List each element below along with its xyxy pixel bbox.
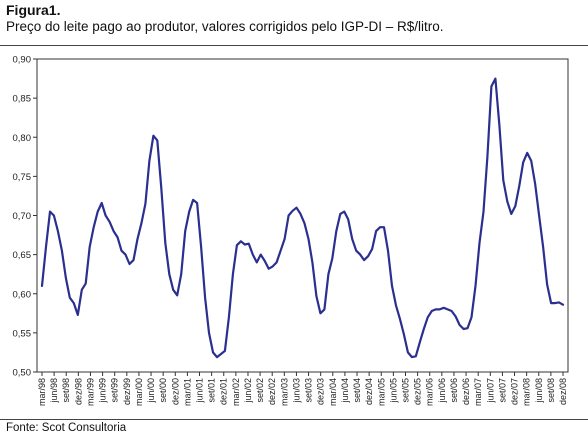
x-tick-label: mar/08: [522, 378, 532, 406]
x-tick-label: jun/08: [534, 378, 544, 404]
x-tick-label: mar/02: [231, 378, 241, 406]
x-tick-label: mar/06: [425, 378, 435, 406]
chart-frame: 0,50 0,55 0,60 0,65 0,70 0,75 0,80 0,85 0,90 mar/…: [0, 45, 588, 420]
y-tick-label: 0,65: [13, 250, 32, 261]
source-note: Fonte: Scot Consultoria: [6, 422, 127, 434]
x-tick-label: dez/01: [219, 378, 229, 405]
y-tick-label: 0,60: [13, 289, 32, 300]
x-tick-label: mar/01: [182, 378, 192, 406]
x-tick-label: jun/02: [243, 378, 253, 404]
x-tick-label: dez/08: [558, 378, 568, 405]
y-tick-label: 0,70: [13, 211, 32, 222]
x-tick-label: set/07: [497, 378, 507, 403]
plot-area-border: [36, 58, 569, 373]
x-tick-label: jun/06: [437, 378, 447, 404]
x-tick-label: set/03: [304, 378, 314, 403]
y-tick-label: 0,50: [13, 368, 32, 379]
figure-title: Figura1.: [6, 2, 61, 18]
figure-subtitle: Preço do leite pago ao produtor, valores…: [6, 19, 444, 34]
x-tick-label: jun/99: [98, 378, 108, 404]
x-tick-label: set/04: [352, 378, 362, 403]
x-tick-label: mar/07: [473, 378, 483, 406]
x-tick-label: set/98: [61, 378, 71, 403]
x-tick-label: set/99: [110, 378, 120, 403]
x-tick-label: mar/00: [134, 378, 144, 406]
x-tick-label: mar/99: [85, 378, 95, 406]
x-tick-label: dez/03: [316, 378, 326, 405]
milk-price-line-chart: 0,50 0,55 0,60 0,65 0,70 0,75 0,80 0,85 0,90 mar/…: [13, 55, 569, 406]
x-tick-label: dez/02: [267, 378, 277, 405]
x-tick-label: mar/03: [279, 378, 289, 406]
x-tick-label: mar/04: [328, 378, 338, 406]
x-tick-label: set/00: [158, 378, 168, 403]
y-tick-label: 0,90: [13, 55, 32, 66]
x-tick-label: set/05: [400, 378, 410, 403]
x-tick-label: dez/04: [364, 378, 374, 405]
x-tick-label: mar/05: [376, 378, 386, 406]
y-tick-label: 0,85: [13, 94, 32, 105]
x-tick-label: dez/98: [73, 378, 83, 405]
x-tick-label: jun/05: [388, 378, 398, 404]
x-tick-label: jun/98: [49, 378, 59, 404]
price-series-line: [40, 77, 565, 359]
x-tick-label: dez/06: [461, 378, 471, 405]
x-tick-label: dez/07: [510, 378, 520, 405]
x-tick-label: mar/98: [37, 378, 47, 406]
y-tick-label: 0,75: [13, 172, 32, 183]
x-tick-label: jun/01: [195, 378, 205, 404]
x-tick-label: set/01: [207, 378, 217, 403]
x-tick-label: jun/03: [291, 378, 301, 404]
x-tick-label: jun/04: [340, 378, 350, 404]
y-tick-label: 0,80: [13, 133, 32, 144]
x-tick-label: set/02: [255, 378, 265, 403]
x-tick-label: jun/07: [485, 378, 495, 404]
x-tick-label: dez/99: [122, 378, 132, 405]
x-tick-label: set/06: [449, 378, 459, 403]
x-tick-label: jun/00: [146, 378, 156, 404]
x-tick-label: dez/00: [170, 378, 180, 405]
x-tick-label: dez/05: [413, 378, 423, 405]
y-tick-label: 0,55: [13, 328, 32, 339]
x-tick-label: set/08: [546, 378, 556, 403]
